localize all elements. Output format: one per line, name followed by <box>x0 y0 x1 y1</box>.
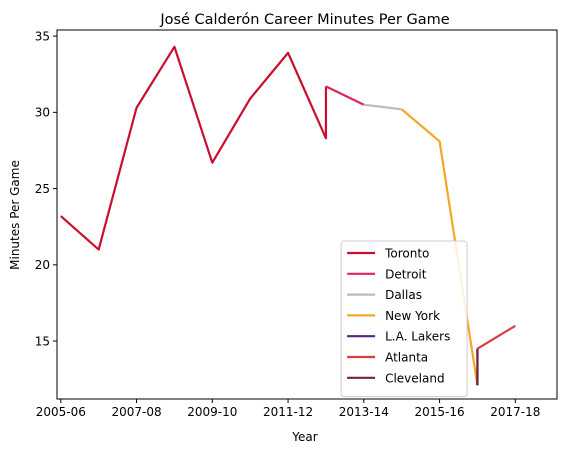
y-tick-label: 20 <box>35 258 50 272</box>
x-tick-label: 2009-10 <box>187 405 237 419</box>
x-axis: 2005-06 2007-08 2009-10 2011-12 2013-14 2015-… <box>36 399 540 419</box>
x-tick-label: 2005-06 <box>36 405 86 419</box>
chart-title: José Calderón Career Minutes Per Game <box>159 12 449 28</box>
legend-label: Atlanta <box>385 351 428 365</box>
legend-label: Dallas <box>385 288 422 302</box>
x-tick-label: 2011-12 <box>263 405 313 419</box>
series-line-5 <box>476 324 516 350</box>
legend-label: Toronto <box>384 247 429 261</box>
legend-label: Cleveland <box>385 371 445 385</box>
y-axis: 15 20 25 30 35 <box>35 29 57 348</box>
series-line-2 <box>363 103 402 111</box>
series-line-0 <box>60 45 328 251</box>
series-line-1 <box>325 85 365 106</box>
x-axis-label: Year <box>291 430 317 444</box>
legend-label: New York <box>385 309 440 323</box>
y-axis-label: Minutes Per Game <box>8 160 22 270</box>
x-tick-label: 2015-16 <box>415 405 465 419</box>
y-tick-label: 30 <box>35 106 50 120</box>
plot-frame <box>56 29 558 400</box>
y-tick-label: 15 <box>35 334 50 348</box>
legend-label: L.A. Lakers <box>385 330 450 344</box>
x-tick-label: 2007-08 <box>111 405 161 419</box>
x-tick-label: 2017-18 <box>490 405 540 419</box>
x-tick-label: 2013-14 <box>339 405 389 419</box>
legend: Toronto Detroit Dallas New York L.A. Lakers A… <box>340 240 468 398</box>
y-tick-label: 35 <box>35 29 50 43</box>
y-tick-label: 25 <box>35 182 50 196</box>
legend-label: Detroit <box>385 267 427 281</box>
